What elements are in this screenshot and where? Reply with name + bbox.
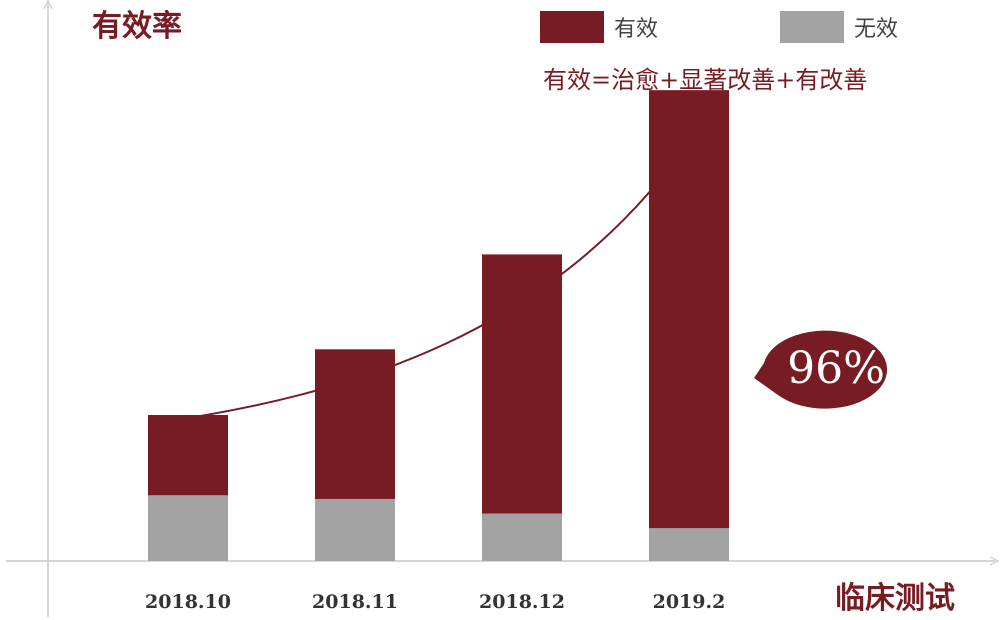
- callout-value: 96%: [787, 343, 885, 394]
- callout-bubble: [754, 330, 888, 409]
- x-tick-label: 2018.10: [145, 591, 231, 613]
- bar-effective-2018-12: [482, 254, 562, 514]
- x-tick-labels: 2018.10 2018.11 2018.12 2019.2: [145, 591, 725, 613]
- effective-definition-note: 有效=治愈+显著改善+有改善: [543, 66, 867, 94]
- trend-arrow: [147, 150, 683, 425]
- legend-label-ineffective: 无效: [854, 17, 898, 42]
- legend-swatch-ineffective: [780, 11, 844, 43]
- bar-ineffective-2019-2: [649, 528, 729, 561]
- percentage-callout: 96%: [754, 330, 888, 409]
- bar-effective-2018-10: [148, 415, 228, 496]
- x-tick-label: 2018.11: [312, 591, 398, 613]
- x-tick-label: 2018.12: [479, 591, 565, 613]
- bar-ineffective-2018-10: [148, 495, 228, 561]
- x-tick-label: 2019.2: [653, 591, 726, 613]
- legend: 有效 无效: [540, 11, 898, 43]
- bar-ineffective-2018-12: [482, 513, 562, 561]
- y-axis-label: 有效率: [92, 9, 182, 44]
- bar-effective-2018-11: [315, 349, 395, 499]
- legend-swatch-effective: [540, 11, 604, 43]
- x-axis-label: 临床测试: [835, 581, 955, 616]
- bar-ineffective-2018-11: [315, 498, 395, 561]
- bars-group: [148, 90, 729, 561]
- legend-label-effective: 有效: [614, 17, 658, 42]
- bar-effective-2019-2: [649, 90, 729, 529]
